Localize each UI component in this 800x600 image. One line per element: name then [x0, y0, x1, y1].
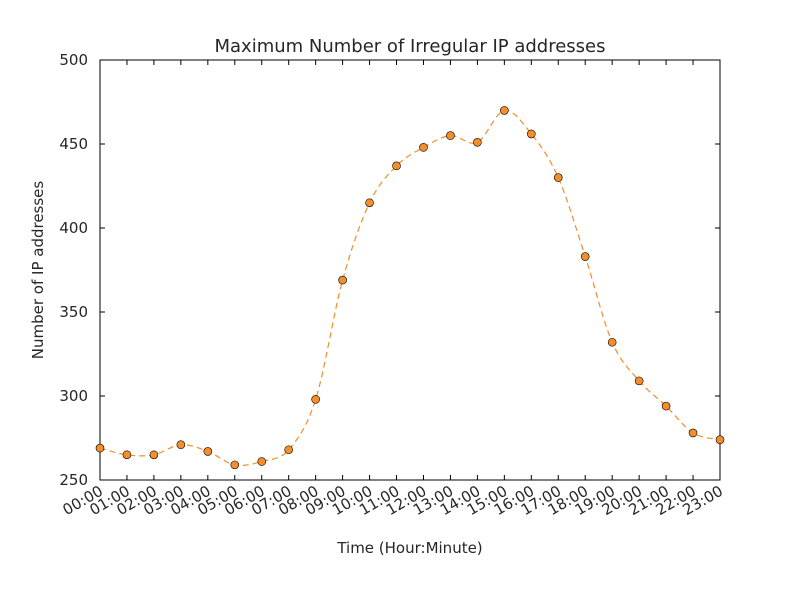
data-point	[580, 252, 590, 261]
data-point	[149, 450, 159, 460]
y-tick-label: 400	[59, 219, 88, 237]
y-axis-label: Number of IP addresses	[29, 181, 47, 360]
x-axis: 00:0001:0002:0003:0004:0005:0006:0007:00…	[60, 60, 726, 519]
data-point	[176, 440, 186, 450]
data-point	[203, 447, 213, 456]
data-point	[122, 450, 132, 460]
data-point	[338, 275, 347, 285]
y-tick-label: 350	[59, 303, 88, 321]
data-point	[715, 435, 725, 444]
x-axis-label: Time (Hour:Minute)	[336, 539, 482, 557]
y-tick-label: 500	[59, 51, 88, 69]
data-point	[634, 376, 644, 386]
data-point	[230, 460, 240, 470]
data-point	[257, 457, 267, 466]
data-point	[661, 401, 671, 411]
data-point	[392, 161, 401, 171]
data-point	[500, 106, 509, 115]
data-point	[419, 143, 428, 152]
data-point	[607, 337, 617, 347]
data-point	[688, 428, 698, 438]
data-point	[311, 395, 320, 404]
series-line	[99, 109, 721, 467]
data-point	[553, 173, 563, 182]
data-point	[473, 138, 482, 147]
data-point	[95, 443, 105, 453]
y-tick-label: 450	[59, 135, 88, 153]
plot-frame	[99, 59, 721, 481]
y-tick-label: 250	[59, 471, 88, 489]
plot-area	[95, 59, 725, 481]
y-tick-label: 300	[59, 387, 88, 405]
data-point	[527, 129, 536, 139]
chart-title: Maximum Number of Irregular IP addresses	[214, 36, 605, 57]
data-point	[365, 198, 374, 208]
data-point	[284, 445, 293, 455]
data-point	[446, 131, 455, 140]
y-axis: 250 300 350 400 450 500	[59, 51, 720, 489]
